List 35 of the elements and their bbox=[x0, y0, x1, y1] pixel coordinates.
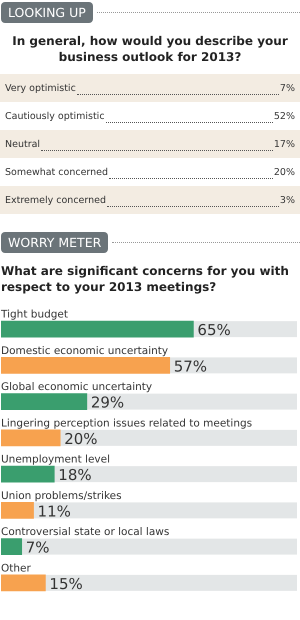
text: 20% bbox=[274, 166, 295, 178]
category-label: Lingering perception issues related to meetings bbox=[1, 417, 252, 430]
category-label: Neutral bbox=[5, 138, 40, 150]
category-label: Other bbox=[1, 562, 31, 574]
category-label: Tight budget bbox=[1, 308, 68, 321]
data-label: 15% bbox=[49, 574, 83, 593]
data-label: 65% bbox=[197, 321, 231, 340]
bar bbox=[1, 466, 55, 482]
category-label: Extremely concerned bbox=[5, 194, 106, 206]
category-label: Cautiously optimistic bbox=[5, 110, 105, 122]
category-label: Very optimistic bbox=[5, 82, 76, 94]
data-label: 29% bbox=[90, 394, 124, 412]
category-label: Union problems/strikes bbox=[1, 490, 122, 502]
data-label: 7% bbox=[26, 538, 50, 557]
text: 17% bbox=[274, 138, 295, 150]
text: 3% bbox=[280, 194, 295, 206]
bar bbox=[1, 430, 61, 446]
data-label: 57% bbox=[174, 357, 208, 376]
bar bbox=[1, 574, 46, 592]
category-label: Controversial state or local laws bbox=[1, 526, 170, 538]
data-label: 18% bbox=[58, 466, 92, 484]
bar bbox=[1, 502, 34, 519]
text: 52% bbox=[274, 110, 295, 122]
text: 7% bbox=[280, 82, 295, 94]
category-label: Somewhat concerned bbox=[5, 166, 108, 178]
text: LOOKING UP bbox=[1, 2, 93, 23]
chart-subtitle: What are significant concerns for you with respect to your 2013 meetings? bbox=[1, 263, 290, 295]
category-label: Unemployment level bbox=[1, 454, 110, 466]
category-label: Global economic uncertainty bbox=[1, 381, 152, 394]
bar bbox=[1, 538, 22, 555]
chart-title: WORRY METER bbox=[1, 232, 108, 253]
category-label: Domestic economic uncertainty bbox=[1, 344, 168, 357]
data-label: 20% bbox=[64, 430, 98, 448]
data-label: 11% bbox=[38, 502, 71, 520]
text: In general, how would you describe your business outlook for 2013? bbox=[11, 33, 289, 65]
